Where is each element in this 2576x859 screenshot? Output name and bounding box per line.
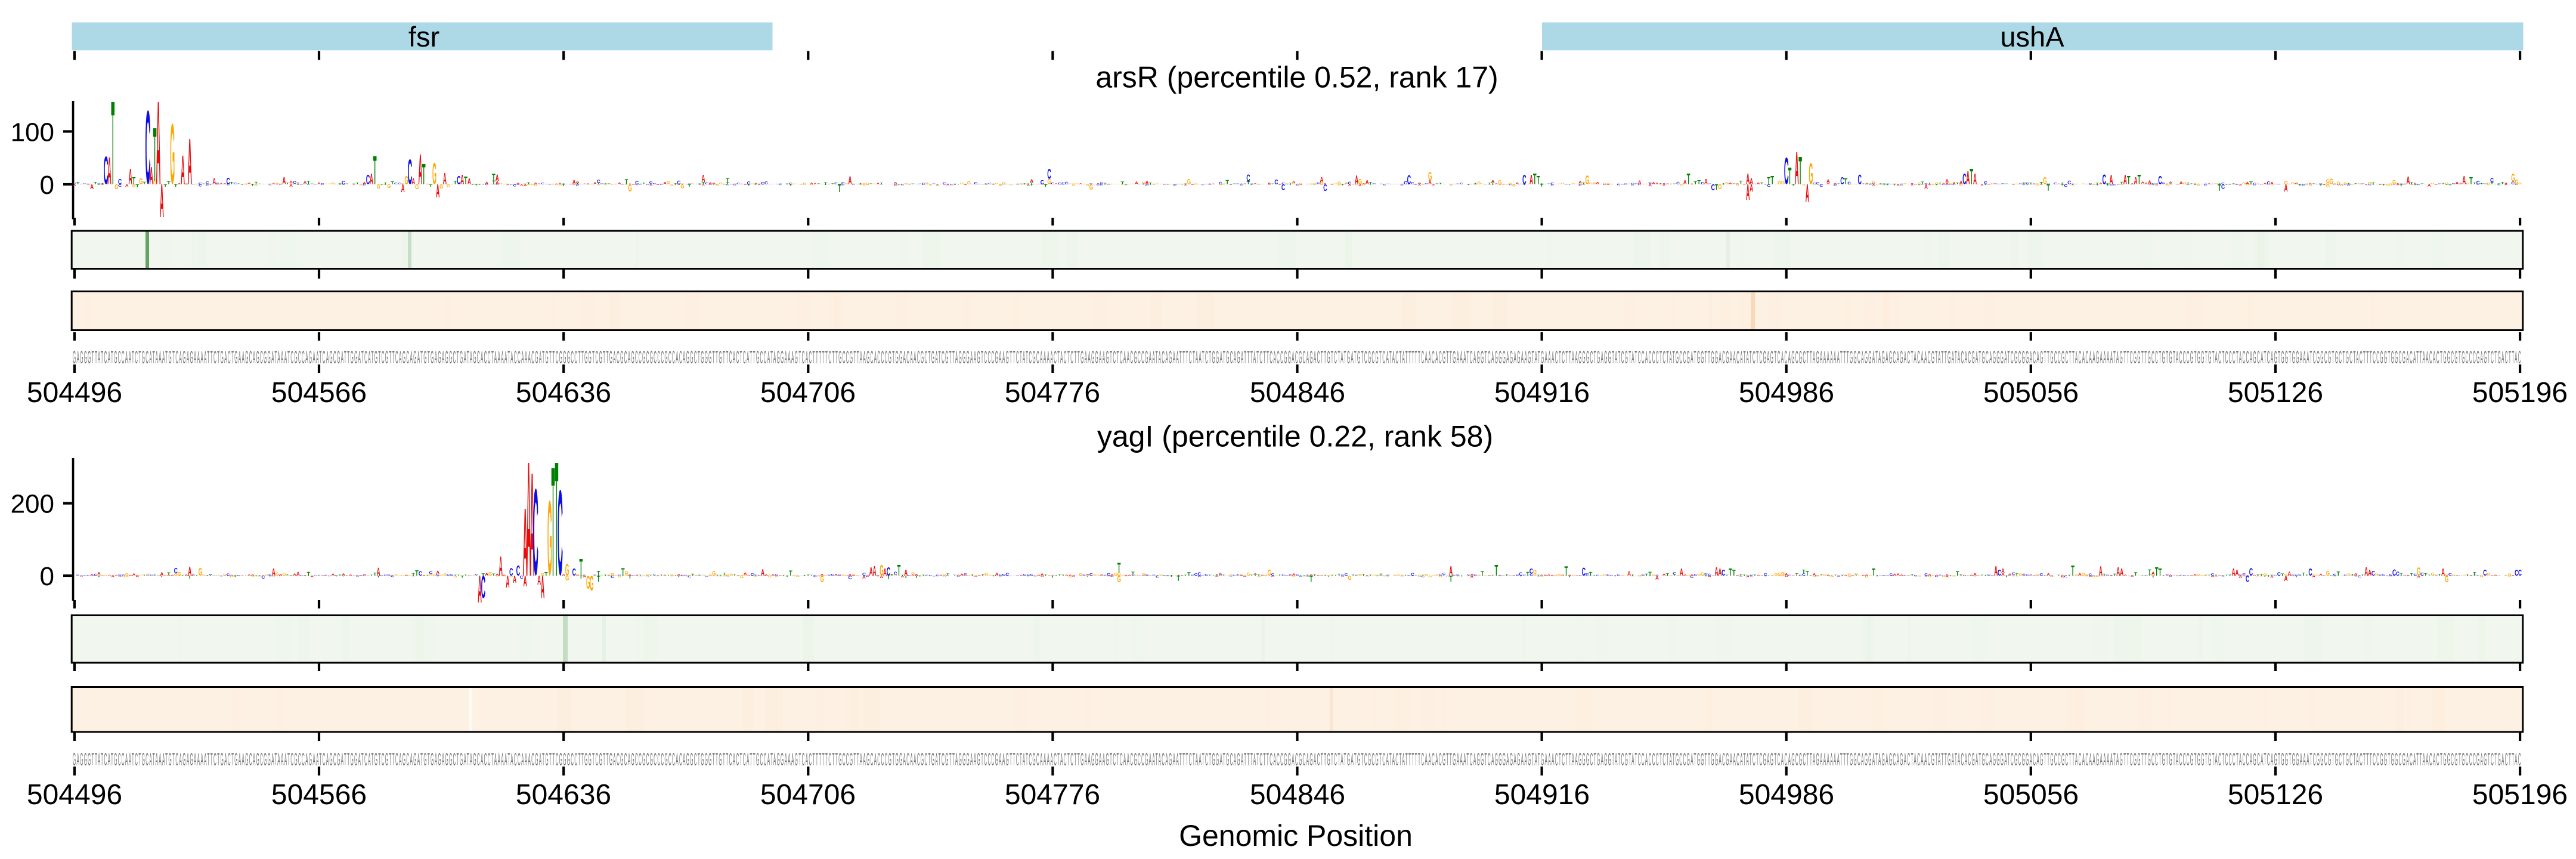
svg-text:fsr: fsr bbox=[408, 21, 439, 52]
svg-text:504706: 504706 bbox=[760, 779, 856, 811]
svg-text:504846: 504846 bbox=[1250, 377, 1345, 409]
svg-text:ushA: ushA bbox=[2000, 21, 2064, 52]
svg-text:505126: 505126 bbox=[2228, 779, 2323, 811]
svg-text:504496: 504496 bbox=[27, 377, 122, 409]
svg-text:505196: 505196 bbox=[2472, 377, 2568, 409]
svg-text:504776: 504776 bbox=[1005, 377, 1100, 409]
svg-text:505056: 505056 bbox=[1983, 377, 2079, 409]
svg-text:504636: 504636 bbox=[516, 377, 611, 409]
svg-text:504916: 504916 bbox=[1494, 377, 1590, 409]
svg-text:504916: 504916 bbox=[1494, 779, 1590, 811]
svg-text:yagI (percentile 0.22, rank 58: yagI (percentile 0.22, rank 58) bbox=[1097, 420, 1493, 453]
svg-text:505056: 505056 bbox=[1983, 779, 2079, 811]
svg-text:505196: 505196 bbox=[2472, 779, 2568, 811]
svg-text:504636: 504636 bbox=[516, 779, 611, 811]
svg-text:504986: 504986 bbox=[1739, 377, 1834, 409]
svg-text:0: 0 bbox=[40, 562, 54, 591]
svg-text:100: 100 bbox=[11, 118, 54, 147]
svg-text:GAGGGTTATCATGCCAATCTGCATAAATGT: GAGGGTTATCATGCCAATCTGCATAAATGTCAGAGAAAAT… bbox=[73, 348, 2522, 367]
svg-text:504496: 504496 bbox=[27, 779, 122, 811]
svg-text:505126: 505126 bbox=[2228, 377, 2323, 409]
svg-text:504566: 504566 bbox=[271, 377, 367, 409]
svg-text:GAGGGTTATCATGCCAATCTGCATAAATGT: GAGGGTTATCATGCCAATCTGCATAAATGTCAGAGAAAAT… bbox=[73, 750, 2522, 770]
svg-text:Genomic Position: Genomic Position bbox=[1179, 819, 1413, 852]
svg-text:504986: 504986 bbox=[1739, 779, 1834, 811]
svg-text:504566: 504566 bbox=[271, 779, 367, 811]
svg-text:arsR (percentile 0.52, rank 17: arsR (percentile 0.52, rank 17) bbox=[1095, 61, 1498, 94]
svg-text:504846: 504846 bbox=[1250, 779, 1345, 811]
svg-text:200: 200 bbox=[11, 490, 54, 519]
svg-text:504706: 504706 bbox=[760, 377, 856, 409]
svg-text:504776: 504776 bbox=[1005, 779, 1100, 811]
svg-text:0: 0 bbox=[40, 171, 54, 200]
